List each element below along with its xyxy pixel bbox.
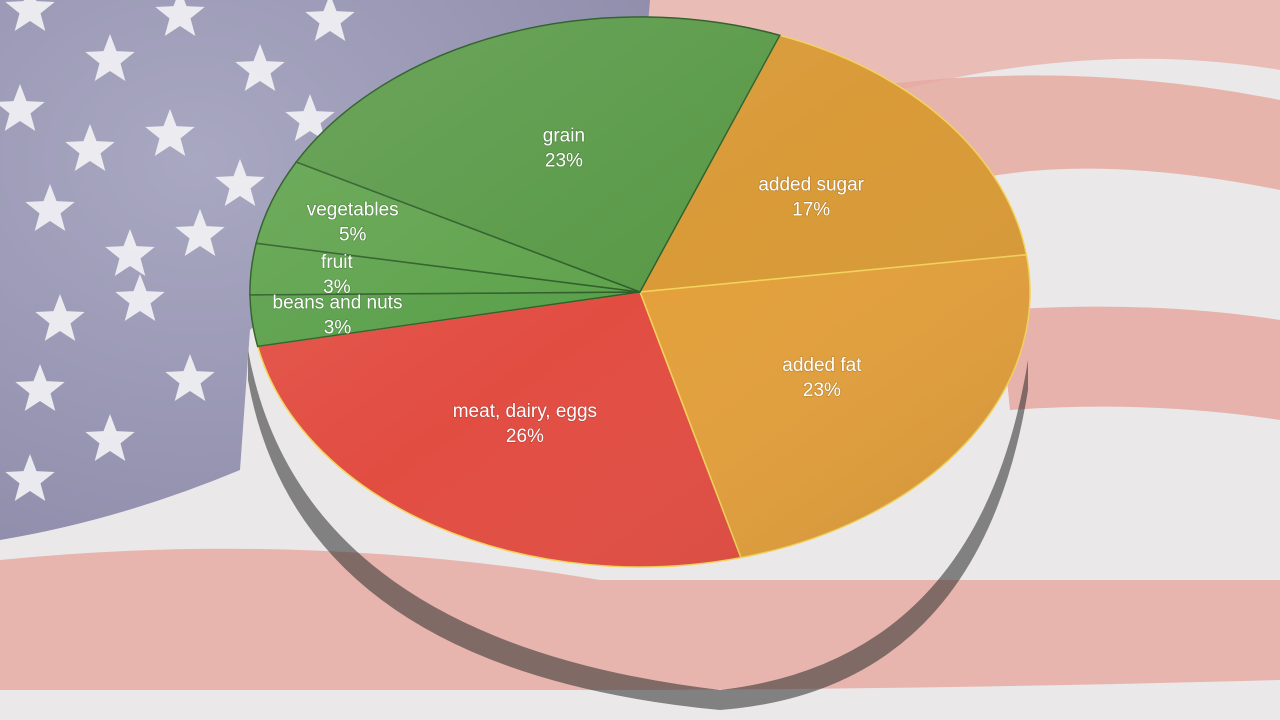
slice-value-label: 26% bbox=[506, 426, 544, 447]
slice-value-label: 3% bbox=[323, 277, 351, 298]
pie-depth-shadow bbox=[248, 350, 1028, 710]
slice-label: vegetables bbox=[307, 200, 399, 221]
slice-value-label: 3% bbox=[324, 317, 352, 338]
slice-label: added sugar bbox=[758, 174, 864, 195]
flag-star bbox=[165, 354, 215, 401]
flag-star bbox=[105, 229, 155, 276]
slice-label: beans and nuts bbox=[273, 292, 403, 313]
flag-star bbox=[175, 209, 225, 256]
slice-value-label: 5% bbox=[339, 225, 367, 246]
flag-stars bbox=[0, 0, 355, 501]
slice-value-label: 23% bbox=[545, 151, 583, 172]
slice-label: added fat bbox=[782, 355, 862, 376]
flag-star bbox=[115, 274, 165, 321]
flag-star bbox=[85, 414, 135, 461]
flag-star bbox=[35, 294, 85, 341]
flag-star bbox=[155, 0, 205, 36]
flag-star bbox=[215, 159, 265, 206]
slice-label: meat, dairy, eggs bbox=[453, 401, 597, 422]
flag-star bbox=[5, 0, 55, 31]
slice-label: fruit bbox=[321, 252, 353, 273]
slice-value-label: 23% bbox=[803, 380, 841, 401]
flag-star bbox=[15, 364, 65, 411]
flag-star bbox=[0, 84, 45, 131]
slice-label: grain bbox=[543, 126, 585, 147]
flag-star bbox=[145, 109, 195, 156]
flag-star bbox=[5, 454, 55, 501]
flag-star bbox=[25, 184, 75, 231]
slice-value-label: 17% bbox=[792, 199, 830, 220]
flag-star bbox=[65, 124, 115, 171]
flag-star bbox=[85, 34, 135, 81]
